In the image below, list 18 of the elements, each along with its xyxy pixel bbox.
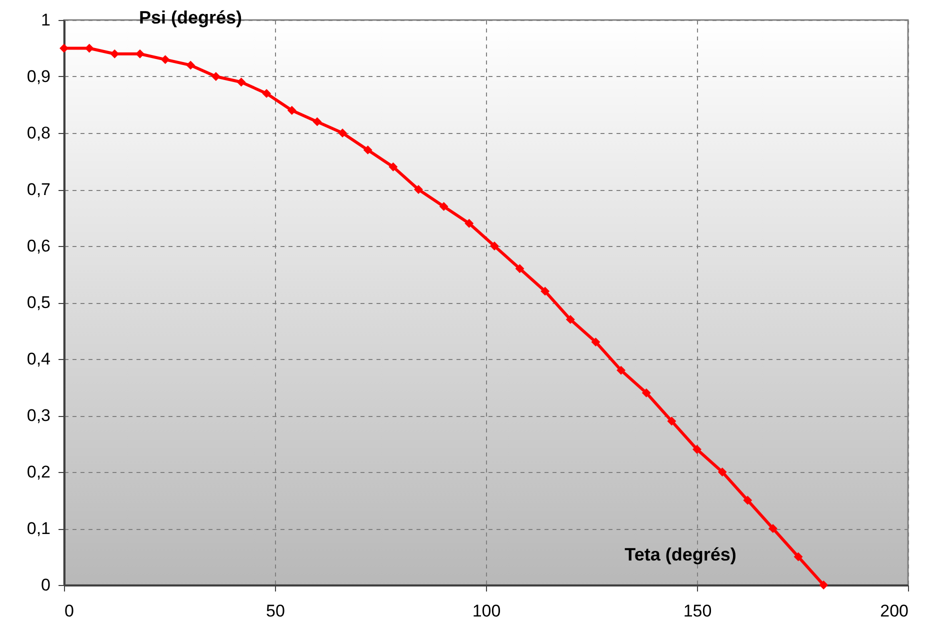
x-axis-title: Teta (degrés) — [624, 544, 736, 564]
y-tick-label: 0,5 — [26, 293, 50, 312]
y-tick-label: 0,4 — [26, 350, 50, 368]
y-tick-label: 0,6 — [26, 236, 50, 256]
x-tick-label: 50 — [266, 602, 285, 620]
x-tick-label: 100 — [472, 602, 501, 620]
y-tick-label: 0 — [41, 576, 50, 594]
x-tick-label: 0 — [64, 602, 74, 620]
y-tick-label: 0,7 — [26, 180, 50, 199]
y-tick-label: 1 — [41, 10, 50, 30]
y-tick-label: 0,3 — [26, 406, 50, 425]
y-tick-label: 0,1 — [26, 519, 50, 538]
y-tick-label: 0,9 — [26, 67, 50, 86]
y-tick-label: 0,8 — [26, 124, 50, 142]
y-tick-label: 0,2 — [26, 462, 50, 482]
x-tick-label: 200 — [880, 602, 908, 620]
y-axis-title: Psi (degrés) — [138, 8, 242, 28]
x-tick-label: 150 — [683, 602, 712, 620]
